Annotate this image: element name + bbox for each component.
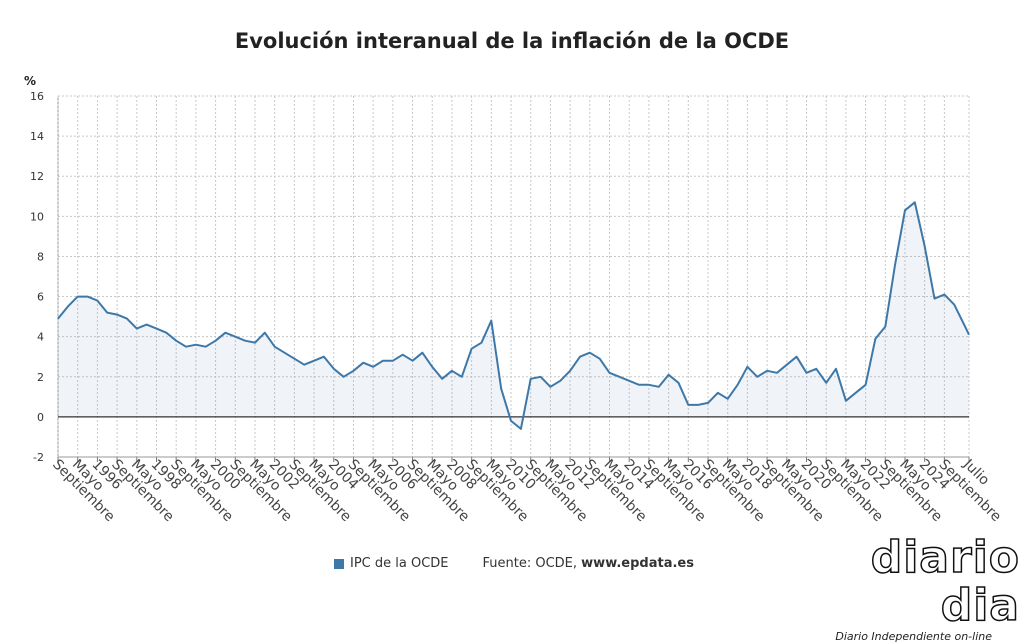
source-link[interactable]: www.epdata.es [581,556,694,571]
source-prefix: Fuente: OCDE, [482,556,582,571]
y-tick-label: 4 [37,331,44,344]
y-tick-label: 2 [37,371,44,384]
inflation-chart: Evolución interanual de la inflación de … [24,29,1004,525]
source-note: Fuente: OCDE, www.epdata.es [483,556,694,571]
legend-swatch [334,558,344,569]
series-line [57,201,970,430]
brand-tagline: Diario Independiente on-line [835,630,992,643]
grid [57,95,970,462]
y-tick-label: -2 [33,451,44,464]
y-tick-label: 8 [37,250,44,263]
y-tick-label: 6 [37,291,44,304]
y-tick-label: 12 [30,170,44,183]
y-tick-label: 10 [30,210,44,223]
chart-legend: IPC de la OCDE Fuente: OCDE, www.epdata.… [334,556,694,571]
brand-logo-text: diario dia [870,532,1020,631]
brand-logo: diario dia Diario Independiente on-line [790,533,1020,643]
y-tick-label: 14 [30,130,44,143]
y-tick-label: 16 [30,90,44,103]
y-tick-label: 0 [37,411,44,424]
y-axis-unit: % [24,74,36,88]
series-layer [57,201,970,430]
y-axis-ticks: -2 0 2 4 6 8 10 12 14 16 [30,90,44,464]
legend-series-label: IPC de la OCDE [350,556,449,571]
series-area [58,202,969,429]
x-axis-ticks: SeptiembreMayo1996SeptiembreMayo1998Sept… [49,456,1004,525]
chart-title: Evolución interanual de la inflación de … [235,29,789,53]
